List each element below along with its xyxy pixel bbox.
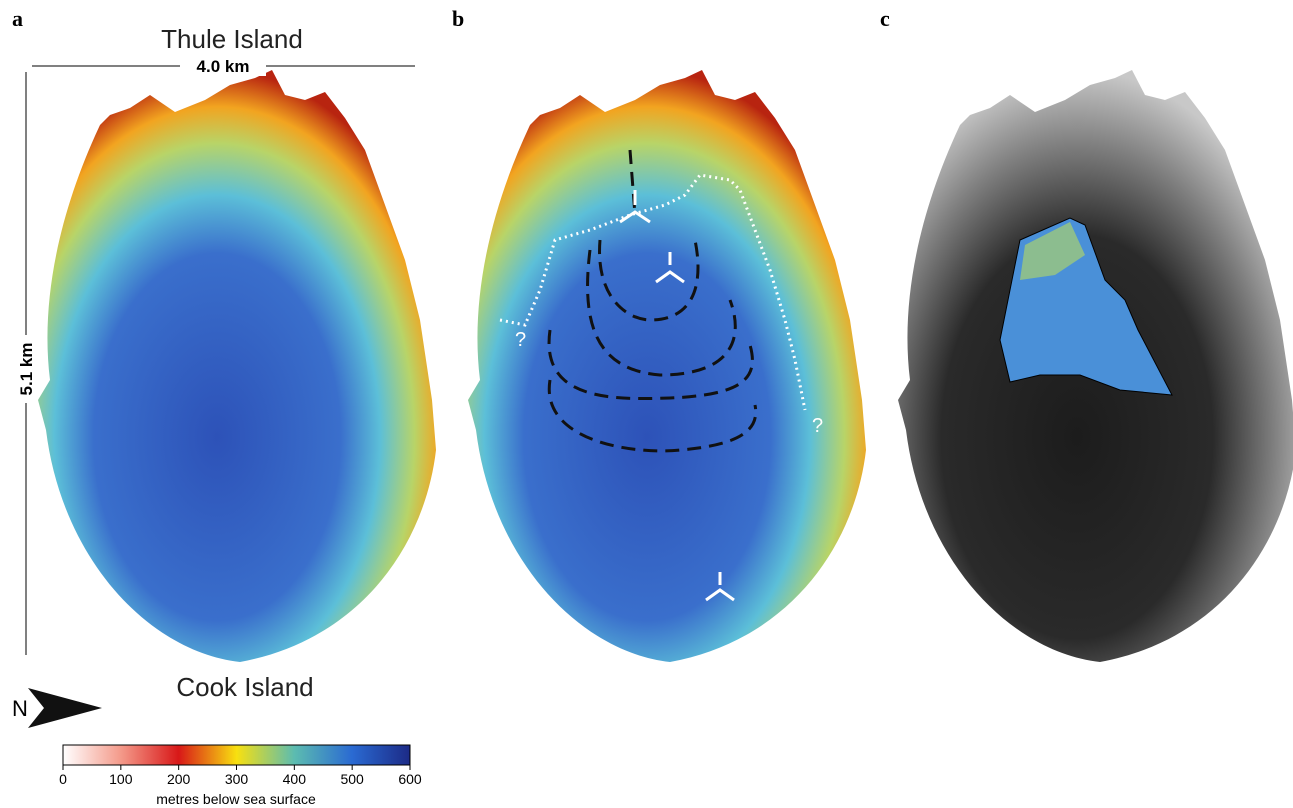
panel-label: a bbox=[12, 6, 23, 31]
tick-label: 300 bbox=[225, 771, 249, 787]
bathymetry-map bbox=[38, 70, 436, 662]
north-arrow bbox=[28, 688, 102, 728]
tick-label: 600 bbox=[398, 771, 422, 787]
colorbar-ticks: 0 100 200 300 400 500 600 bbox=[59, 765, 422, 787]
tick-label: 100 bbox=[109, 771, 133, 787]
colorbar bbox=[63, 745, 410, 765]
figure: a b c Thule Island Cook Island 4.0 km 5.… bbox=[0, 0, 1293, 808]
annotation: ? bbox=[812, 415, 823, 437]
place-label: Thule Island bbox=[161, 24, 303, 54]
annotation: ? bbox=[515, 329, 526, 351]
colorbar-title: metres below sea surface bbox=[156, 791, 316, 807]
place-label: Cook Island bbox=[176, 672, 313, 702]
scale-label: 5.1 km bbox=[17, 343, 36, 396]
tick-label: 500 bbox=[340, 771, 364, 787]
bathymetry-map bbox=[468, 70, 866, 662]
tick-label: 0 bbox=[59, 771, 67, 787]
scale-label: 4.0 km bbox=[197, 57, 250, 76]
panel-label: b bbox=[452, 6, 464, 31]
tick-label: 200 bbox=[167, 771, 191, 787]
north-label: N bbox=[12, 696, 28, 721]
panel-label: c bbox=[880, 6, 890, 31]
tick-label: 400 bbox=[283, 771, 307, 787]
